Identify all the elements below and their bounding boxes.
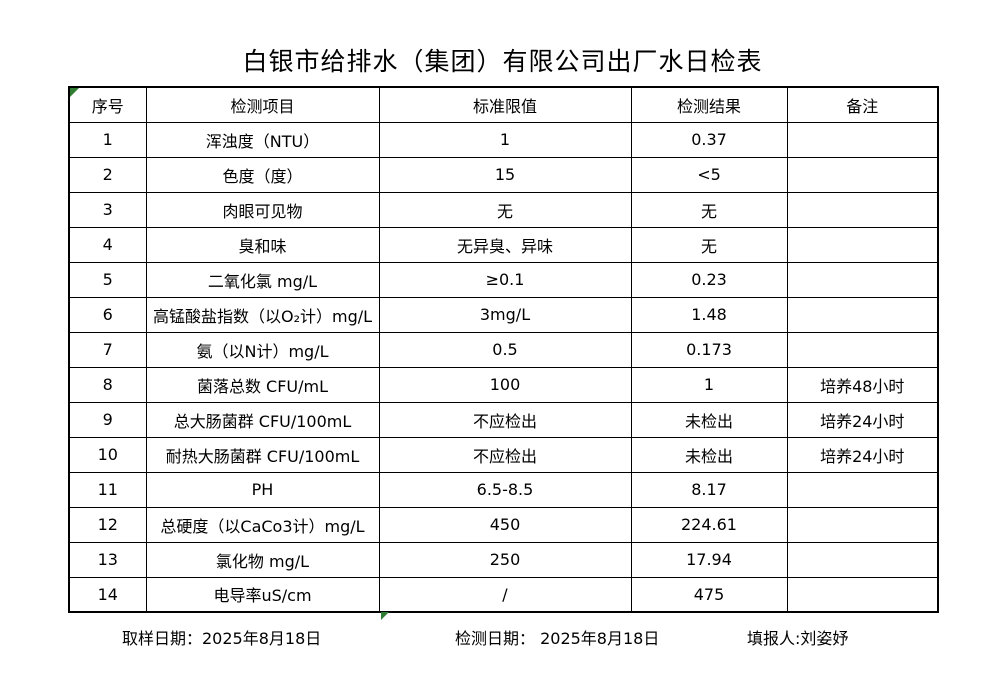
table-row: 6 高锰酸盐指数（以O₂计）mg/L 3mg/L 1.48 xyxy=(68,296,939,333)
table-row: 10 耐热大肠菌群 CFU/100mL 不应检出 未检出 培养24小时 xyxy=(68,436,939,473)
cell-item: 菌落总数 CFU/mL xyxy=(145,366,380,403)
page-title: 白银市给排水（集团）有限公司出厂水日检表 xyxy=(242,47,763,76)
cell-remark xyxy=(786,191,939,228)
cell-item: 二氧化氯 mg/L xyxy=(145,261,380,298)
cell-result: 1 xyxy=(630,366,788,403)
cell-result: 0.173 xyxy=(630,331,788,368)
sampling-date-label: 取样日期：2025年8月18日 xyxy=(122,629,322,648)
header-item: 检测项目 xyxy=(145,86,380,123)
table-row: 11 PH 6.5-8.5 8.17 xyxy=(68,471,939,508)
cell-item: 总大肠菌群 CFU/100mL xyxy=(145,401,380,438)
cell-result: 未检出 xyxy=(630,401,788,438)
cell-no: 1 xyxy=(68,121,147,158)
table-row: 13 氯化物 mg/L 250 17.94 xyxy=(68,541,939,578)
cell-no: 13 xyxy=(68,541,147,578)
cell-item: 电导率uS/cm xyxy=(145,576,380,613)
cell-remark xyxy=(786,541,939,578)
cell-item: 肉眼可见物 xyxy=(145,191,380,228)
cell-limit: 不应检出 xyxy=(378,436,632,473)
table-row: 12 总硬度（以CaCo3计）mg/L 450 224.61 xyxy=(68,506,939,543)
header-no: 序号 xyxy=(68,86,147,123)
cell-result: <5 xyxy=(630,156,788,193)
table-row: 7 氨（以N计）mg/L 0.5 0.173 xyxy=(68,331,939,368)
cell-limit: 250 xyxy=(378,541,632,578)
cell-remark xyxy=(786,121,939,158)
cell-no: 2 xyxy=(68,156,147,193)
cell-limit: 不应检出 xyxy=(378,401,632,438)
cell-remark xyxy=(786,156,939,193)
cell-limit: 6.5-8.5 xyxy=(378,471,632,508)
cell-result: 475 xyxy=(630,576,788,613)
test-date-label: 检测日期： 2025年8月18日 xyxy=(455,629,660,648)
cell-item: 高锰酸盐指数（以O₂计）mg/L xyxy=(145,296,380,333)
table-row: 4 臭和味 无异臭、异味无 xyxy=(68,226,939,263)
cell-result: 1.48 xyxy=(630,296,788,333)
cell-no: 5 xyxy=(68,261,147,298)
cell-limit: 无异臭、异味 xyxy=(378,226,632,263)
cell-no: 10 xyxy=(68,436,147,473)
cell-item: 氨（以N计）mg/L xyxy=(145,331,380,368)
cell-limit: 1 xyxy=(378,121,632,158)
cell-remark xyxy=(786,261,939,298)
cell-remark xyxy=(786,296,939,333)
cell-no: 7 xyxy=(68,331,147,368)
table-row: 3 肉眼可见物无无 xyxy=(68,191,939,228)
cell-remark xyxy=(786,576,939,613)
table-header-row: 序号 检测项目 标准限值 检测结果 备注 xyxy=(68,86,939,123)
cell-no: 9 xyxy=(68,401,147,438)
cell-remark: 培养24小时 xyxy=(786,436,939,473)
cell-no: 11 xyxy=(68,471,147,508)
cell-item: PH xyxy=(145,471,380,508)
table-body: 1 浑浊度（NTU） 1 0.37 2 色度（度） 15 <5 3 肉眼可见物无无 4 臭和味 无异臭、… xyxy=(68,121,939,613)
cell-limit: 100 xyxy=(378,366,632,403)
cell-remark xyxy=(786,331,939,368)
cell-limit: 0.5 xyxy=(378,331,632,368)
header-limit: 标准限值 xyxy=(378,86,632,123)
cell-item: 臭和味 xyxy=(145,226,380,263)
water-inspection-table: 序号 检测项目 标准限值 检测结果 备注 1 浑浊度（NTU） 1 0.37 2 色度（度… xyxy=(68,86,939,613)
table-row: 14 电导率uS/cm/475 xyxy=(68,576,939,613)
cell-limit: 15 xyxy=(378,156,632,193)
cell-no: 3 xyxy=(68,191,147,228)
cell-limit: ≥0.1 xyxy=(378,261,632,298)
cell-result: 17.94 xyxy=(630,541,788,578)
excel-error-triangle-icon xyxy=(381,612,389,620)
cell-limit: 无 xyxy=(378,191,632,228)
cell-item: 耐热大肠菌群 CFU/100mL xyxy=(145,436,380,473)
cell-result: 无 xyxy=(630,191,788,228)
table-row: 5 二氧化氯 mg/L ≥0.1 0.23 xyxy=(68,261,939,298)
cell-no: 4 xyxy=(68,226,147,263)
reporter-label: 填报人:刘姿妤 xyxy=(747,629,849,648)
cell-remark: 培养48小时 xyxy=(786,366,939,403)
cell-result: 8.17 xyxy=(630,471,788,508)
excel-error-triangle-icon xyxy=(70,88,79,97)
cell-limit: 450 xyxy=(378,506,632,543)
cell-result: 未检出 xyxy=(630,436,788,473)
table-row: 2 色度（度） 15 <5 xyxy=(68,156,939,193)
cell-remark: 培养24小时 xyxy=(786,401,939,438)
cell-result: 0.37 xyxy=(630,121,788,158)
table-row: 8 菌落总数 CFU/mL 100 1 培养48小时 xyxy=(68,366,939,403)
cell-no: 6 xyxy=(68,296,147,333)
table-row: 9 总大肠菌群 CFU/100mL 不应检出 未检出 培养24小时 xyxy=(68,401,939,438)
cell-remark xyxy=(786,506,939,543)
header-remark: 备注 xyxy=(786,86,939,123)
table-row: 1 浑浊度（NTU） 1 0.37 xyxy=(68,121,939,158)
cell-remark xyxy=(786,226,939,263)
cell-result: 无 xyxy=(630,226,788,263)
header-result: 检测结果 xyxy=(630,86,788,123)
cell-item: 氯化物 mg/L xyxy=(145,541,380,578)
cell-limit: / xyxy=(378,576,632,613)
cell-no: 14 xyxy=(68,576,147,613)
cell-result: 0.23 xyxy=(630,261,788,298)
cell-no: 8 xyxy=(68,366,147,403)
cell-item: 浑浊度（NTU） xyxy=(145,121,380,158)
cell-item: 色度（度） xyxy=(145,156,380,193)
cell-result: 224.61 xyxy=(630,506,788,543)
cell-no: 12 xyxy=(68,506,147,543)
cell-remark xyxy=(786,471,939,508)
cell-item: 总硬度（以CaCo3计）mg/L xyxy=(145,506,380,543)
cell-limit: 3mg/L xyxy=(378,296,632,333)
